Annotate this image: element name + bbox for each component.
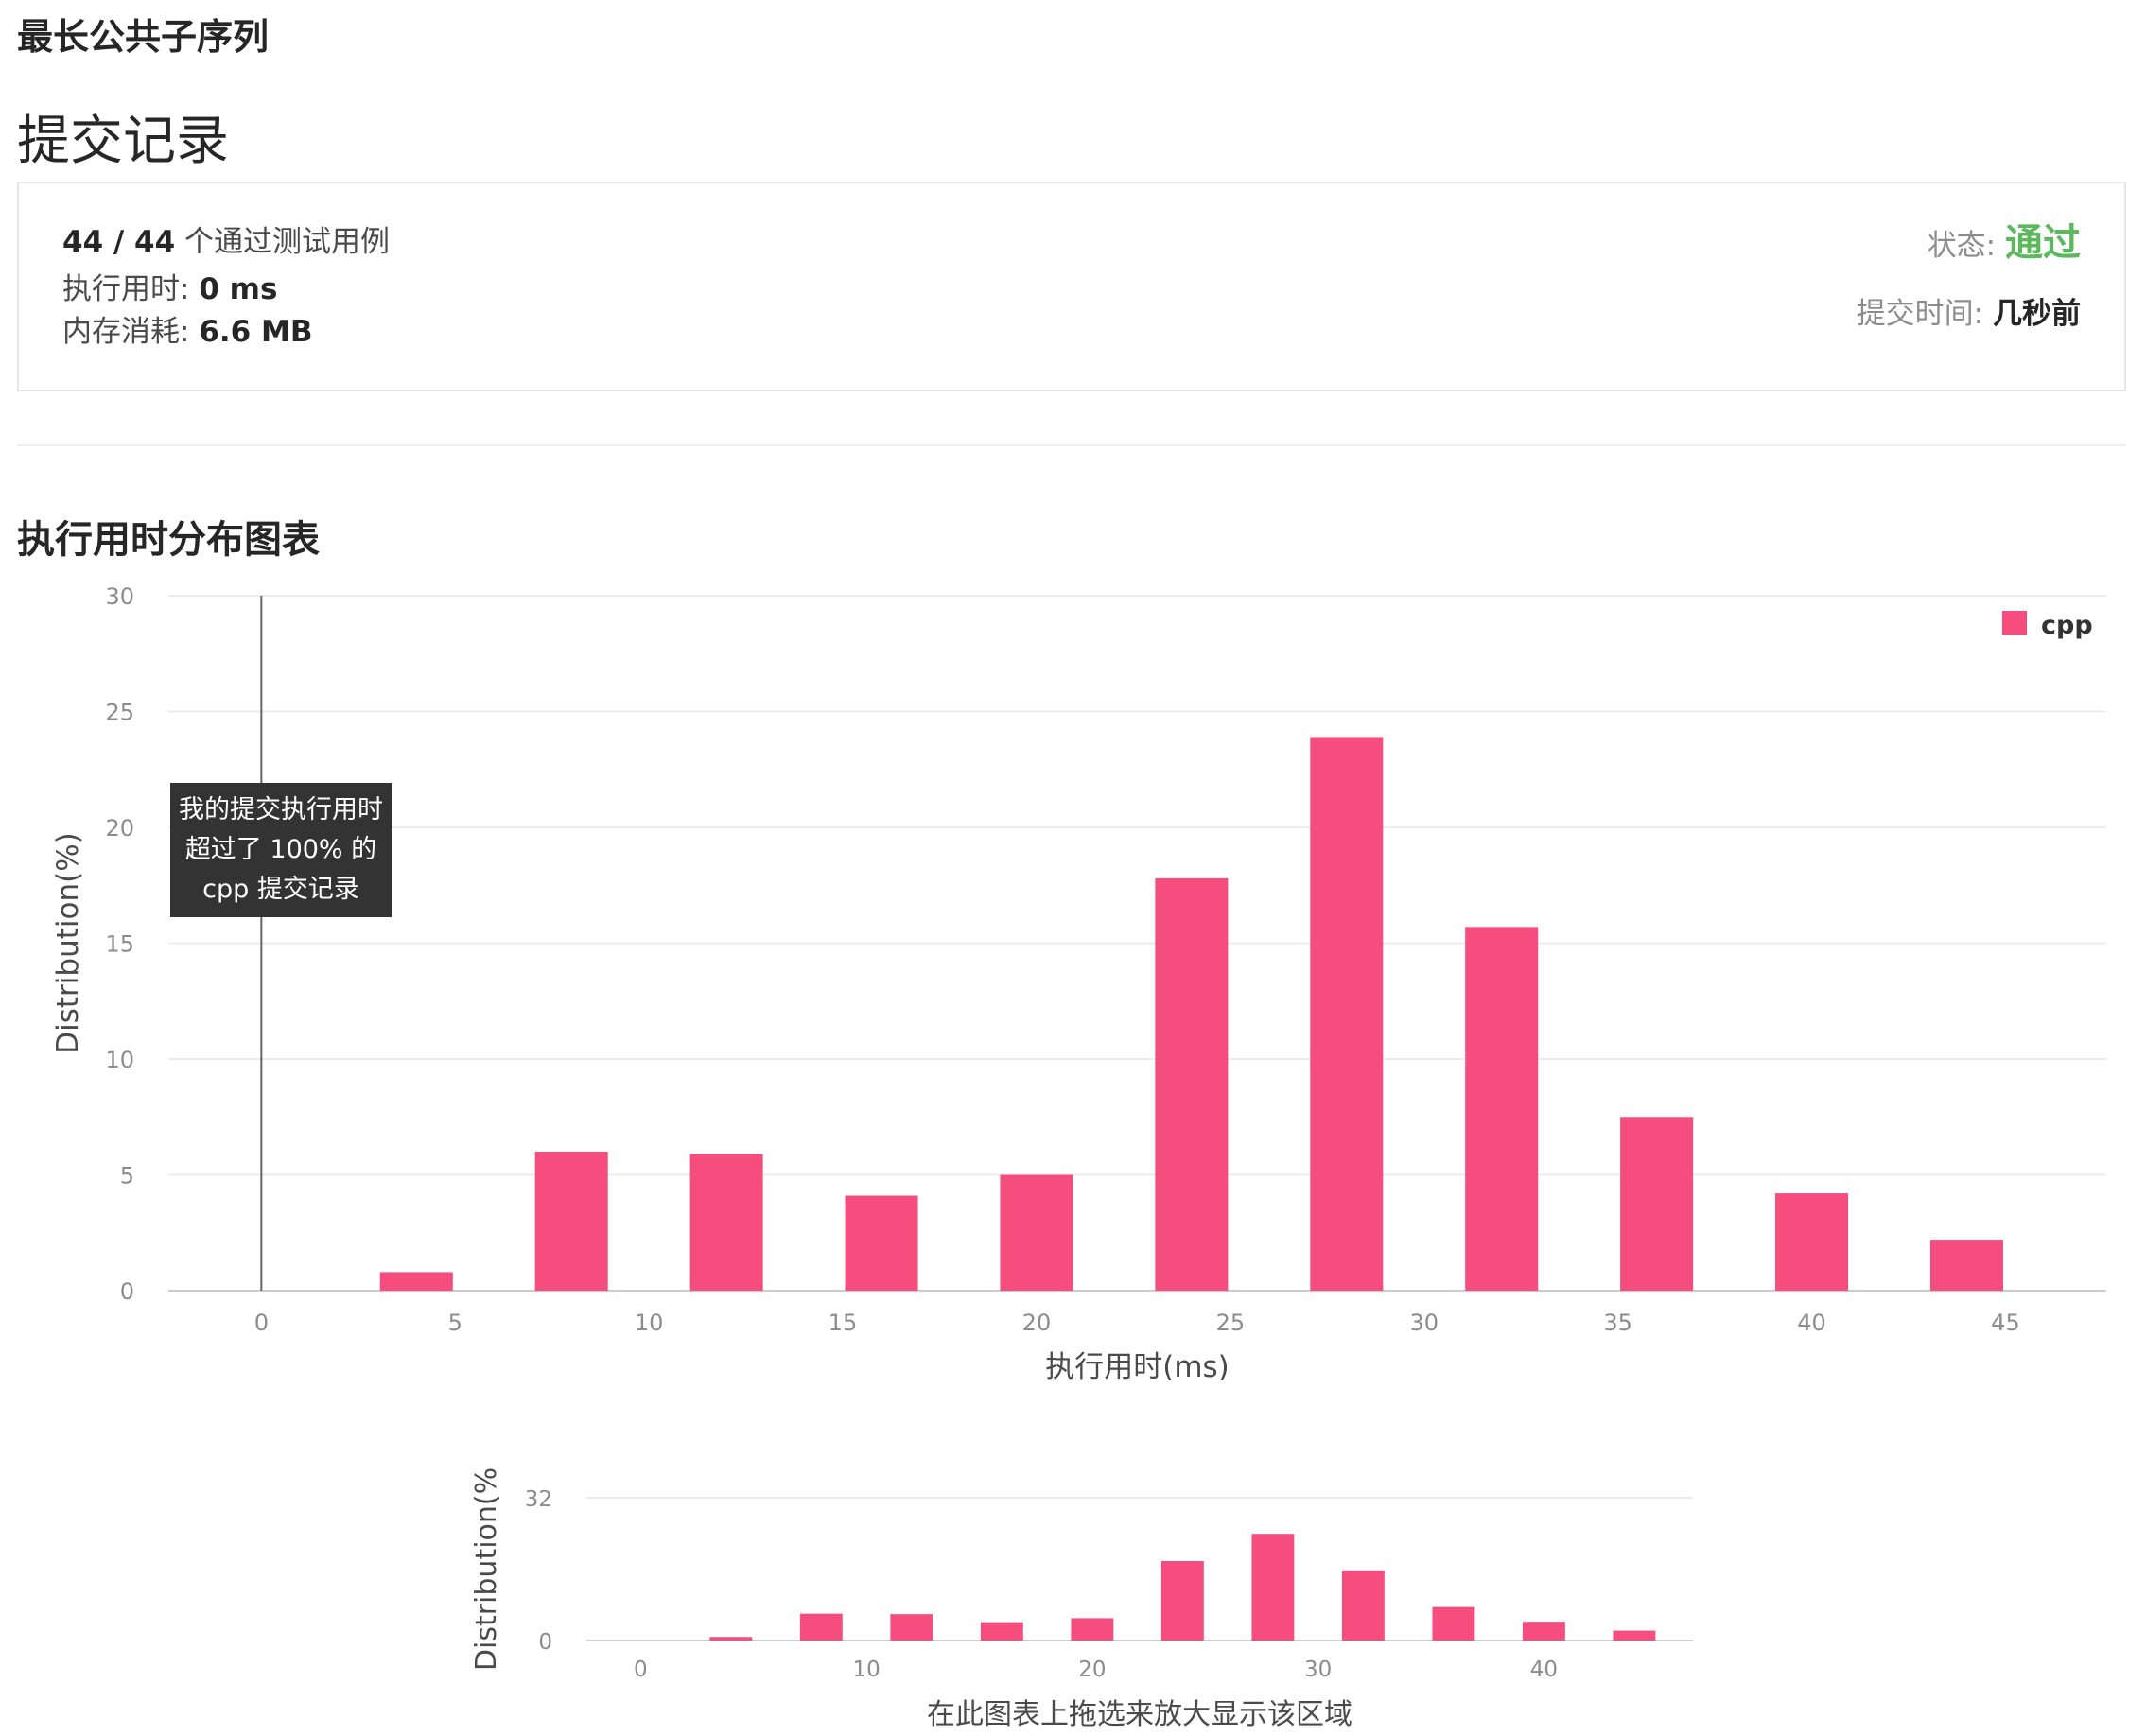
tooltip-line: cpp 提交记录	[202, 875, 359, 904]
x-tick-label: 40	[1797, 1310, 1826, 1336]
chart-heading: 执行用时分布图表	[17, 518, 320, 562]
y-tick-label: 10	[105, 1047, 134, 1073]
bar	[709, 1637, 753, 1641]
y-tick-label: 5	[120, 1163, 134, 1189]
bar	[890, 1614, 933, 1641]
x-tick-label: 10	[852, 1658, 880, 1682]
bar	[1071, 1618, 1114, 1641]
x-tick-label: 30	[1304, 1658, 1332, 1682]
bar	[1522, 1622, 1565, 1641]
tooltip-line: 超过了 100% 的	[184, 835, 377, 864]
status-label: 状态:	[1927, 229, 1997, 263]
passed-cases-row: 44 / 44 个通过测试用例	[62, 217, 390, 260]
y-tick-label: 30	[105, 583, 134, 610]
runtime-row: 执行用时: 0 ms	[62, 265, 277, 307]
y-tick-label: 15	[105, 931, 134, 958]
problem-title: 最长公共子序列	[17, 16, 270, 58]
bar	[980, 1622, 1023, 1641]
x-tick-label: 5	[448, 1310, 462, 1336]
legend-swatch	[2002, 611, 2027, 635]
x-tick-label: 20	[1078, 1658, 1106, 1682]
bar	[1251, 1534, 1295, 1641]
runtime-label: 执行用时:	[62, 272, 190, 306]
memory-row: 内存消耗: 6.6 MB	[62, 307, 313, 350]
submit-time-label: 提交时间:	[1856, 297, 1984, 331]
status-badge[interactable]: 通过	[2005, 221, 2081, 265]
zoom-navigator-chart[interactable]: 0 32 0 10 20 30 40 在此图表上拖选来放大显示该区域 Distribution(…	[0, 1380, 2146, 1736]
y-axis-title: Distribution(%)	[51, 832, 85, 1054]
bar	[534, 1152, 608, 1291]
submit-time-value: 几秒前	[1993, 297, 2081, 331]
legend-label: cpp	[2041, 611, 2093, 640]
runtime-distribution-chart[interactable]: 0 5 10 15 20 25 30 0 5 10 15 20 25 30 35 40 45 执行用时(ms) Di…	[0, 577, 2146, 1380]
bar	[1155, 877, 1229, 1291]
bar	[689, 1154, 763, 1291]
tooltip-line: 我的提交执行用时	[179, 795, 383, 825]
bar	[1160, 1561, 1204, 1641]
result-card: 44 / 44 个通过测试用例 执行用时: 0 ms 内存消耗: 6.6 MB …	[17, 182, 2126, 391]
page-title: 提交记录	[17, 111, 229, 172]
y-tick-label: 0	[538, 1630, 552, 1655]
bar	[1775, 1193, 1849, 1291]
bar	[845, 1195, 918, 1291]
x-tick-label: 25	[1216, 1310, 1246, 1336]
y-tick-label: 32	[525, 1487, 552, 1512]
submit-time-row: 提交时间: 几秒前	[1857, 289, 2081, 332]
x-tick-label: 0	[634, 1658, 648, 1682]
x-tick-label: 0	[254, 1310, 269, 1336]
y-tick-label: 25	[105, 700, 134, 726]
bar	[1613, 1630, 1656, 1641]
x-tick-label: 35	[1603, 1310, 1632, 1336]
x-tick-label: 20	[1022, 1310, 1052, 1336]
status-row: 状态: 通过	[1928, 212, 2081, 267]
passed-cases-label: 个通过测试用例	[184, 225, 391, 259]
x-axis-title: 在此图表上拖选来放大显示该区域	[927, 1698, 1352, 1731]
x-tick-label: 30	[1409, 1310, 1439, 1336]
bar	[1432, 1606, 1475, 1641]
x-tick-label: 10	[635, 1310, 664, 1336]
bar	[379, 1272, 453, 1291]
bar	[1929, 1240, 2003, 1291]
divider	[17, 444, 2126, 446]
y-tick-label: 0	[120, 1278, 134, 1305]
bar	[1341, 1570, 1385, 1641]
y-axis-title: Distribution(%	[470, 1467, 503, 1671]
bar	[1000, 1174, 1073, 1291]
memory-label: 内存消耗:	[62, 315, 190, 349]
my-submission-tooltip: 我的提交执行用时 超过了 100% 的 cpp 提交记录	[170, 783, 392, 917]
bar	[799, 1613, 843, 1641]
bar	[1465, 927, 1539, 1291]
y-tick-label: 20	[105, 815, 134, 842]
x-tick-label: 45	[1991, 1310, 2020, 1336]
runtime-value: 0 ms	[199, 272, 278, 306]
bar	[1620, 1117, 1694, 1291]
bar	[1310, 737, 1384, 1291]
memory-value: 6.6 MB	[199, 315, 313, 349]
x-tick-label: 40	[1530, 1658, 1558, 1682]
passed-cases-count: 44 / 44	[62, 225, 176, 259]
x-tick-label: 15	[829, 1310, 858, 1336]
x-axis-title: 执行用时(ms)	[1045, 1350, 1230, 1380]
